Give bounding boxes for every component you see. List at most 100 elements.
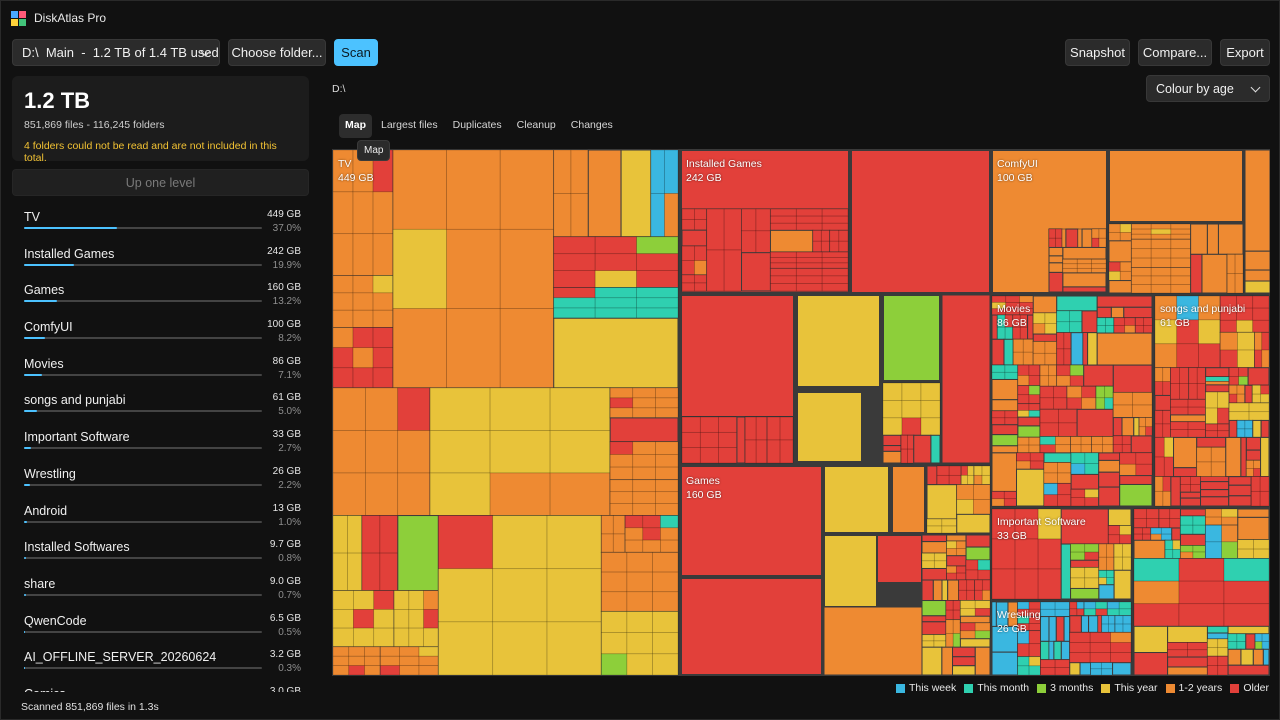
treemap-cell[interactable]: [1133, 518, 1147, 529]
treemap-cell[interactable]: [332, 367, 354, 389]
treemap-cell[interactable]: [1102, 444, 1114, 454]
treemap-cell[interactable]: [1019, 295, 1034, 303]
treemap-cell[interactable]: [1219, 332, 1238, 351]
treemap-cell[interactable]: [723, 249, 742, 292]
treemap-cell[interactable]: [1237, 349, 1255, 369]
treemap-cell[interactable]: [946, 534, 967, 542]
treemap-cell[interactable]: [1179, 508, 1206, 517]
treemap-cell[interactable]: [1219, 319, 1237, 333]
treemap-cell[interactable]: [680, 465, 823, 577]
treemap-cell[interactable]: [438, 621, 494, 676]
treemap-cell[interactable]: [1190, 484, 1201, 493]
treemap-cell[interactable]: [379, 655, 401, 666]
treemap-cell[interactable]: [1130, 435, 1153, 454]
treemap-cell[interactable]: [1167, 642, 1188, 651]
treemap-cell[interactable]: [1119, 483, 1153, 507]
treemap-cell[interactable]: [1206, 632, 1229, 640]
treemap-cell[interactable]: [1167, 656, 1208, 668]
treemap-cell[interactable]: [1058, 422, 1078, 437]
treemap-cell[interactable]: [1104, 385, 1114, 399]
treemap-cell[interactable]: [926, 465, 938, 486]
treemap-cell[interactable]: [1200, 489, 1230, 498]
treemap-cell[interactable]: [1150, 223, 1172, 230]
treemap-cell[interactable]: [946, 565, 957, 574]
treemap-cell[interactable]: [1096, 317, 1106, 326]
treemap-cell[interactable]: [1133, 558, 1180, 582]
treemap-cell[interactable]: [418, 646, 439, 657]
treemap-cell[interactable]: [1107, 508, 1132, 527]
treemap-cell[interactable]: [1095, 385, 1106, 399]
treemap-cell[interactable]: [1106, 577, 1115, 586]
treemap-cell[interactable]: [1098, 577, 1107, 586]
treemap-cell[interactable]: [626, 632, 653, 655]
treemap-cell[interactable]: [352, 309, 374, 328]
treemap-cell[interactable]: [1205, 367, 1230, 378]
treemap-cell[interactable]: [1146, 508, 1160, 519]
treemap-cell[interactable]: [977, 569, 991, 581]
treemap-cell[interactable]: [1108, 223, 1121, 233]
treemap-cell[interactable]: [1110, 632, 1132, 643]
treemap-cell[interactable]: [1017, 665, 1030, 676]
treemap-cell[interactable]: [332, 627, 354, 648]
treemap-cell[interactable]: [632, 479, 656, 493]
treemap-cell[interactable]: [941, 294, 991, 464]
treemap-cell[interactable]: [1084, 488, 1100, 499]
treemap-cell[interactable]: [1004, 410, 1019, 419]
treemap-cell[interactable]: [1207, 638, 1219, 649]
treemap-cell[interactable]: [624, 539, 644, 553]
treemap-cell[interactable]: [332, 191, 354, 235]
treemap-cell[interactable]: [423, 627, 439, 648]
treemap-cell[interactable]: [1084, 452, 1100, 464]
treemap-cell[interactable]: [770, 283, 797, 292]
treemap-cell[interactable]: [770, 251, 797, 258]
treemap-cell[interactable]: [652, 552, 679, 573]
treemap-cell[interactable]: [1017, 630, 1030, 645]
treemap-cell[interactable]: [921, 534, 948, 543]
treemap-cell[interactable]: [372, 275, 394, 294]
treemap-cell[interactable]: [1132, 404, 1153, 418]
treemap-cell[interactable]: [1142, 527, 1152, 535]
treemap-cell[interactable]: [1131, 228, 1152, 235]
treemap-cell[interactable]: [882, 294, 941, 382]
folder-row[interactable]: QwenCode 6.5 GB 0.5%: [12, 610, 309, 647]
treemap-cell[interactable]: [1119, 534, 1132, 545]
treemap-cell[interactable]: [1096, 295, 1153, 308]
treemap-cell[interactable]: [1179, 383, 1190, 400]
treemap-cell[interactable]: [379, 552, 399, 591]
treemap-cell[interactable]: [660, 527, 679, 541]
treemap-cell[interactable]: [1234, 253, 1244, 275]
treemap-cell[interactable]: [681, 274, 695, 284]
treemap-cell[interactable]: [952, 656, 976, 667]
treemap-cell[interactable]: [991, 295, 1007, 303]
treemap-cell[interactable]: [1164, 549, 1174, 559]
treemap-cell[interactable]: [1121, 435, 1132, 445]
treemap-cell[interactable]: [1108, 261, 1121, 272]
treemap-cell[interactable]: [1221, 541, 1239, 559]
treemap-cell[interactable]: [1048, 375, 1058, 387]
treemap-cell[interactable]: [1098, 486, 1121, 507]
treemap-cell[interactable]: [492, 621, 548, 676]
treemap-cell[interactable]: [1081, 310, 1098, 334]
treemap-cell[interactable]: [1206, 223, 1219, 255]
treemap-cell[interactable]: [364, 646, 381, 657]
treemap-cell[interactable]: [974, 600, 991, 609]
treemap-cell[interactable]: [408, 609, 424, 629]
treemap-cell[interactable]: [1158, 518, 1171, 529]
treemap-cell[interactable]: [1048, 364, 1058, 377]
treemap-cell[interactable]: [1039, 444, 1056, 454]
treemap-cell[interactable]: [1154, 295, 1178, 321]
treemap-cell[interactable]: [1029, 460, 1045, 470]
treemap-cell[interactable]: [365, 430, 399, 474]
treemap-cell[interactable]: [1170, 421, 1189, 430]
treemap-cell[interactable]: [418, 655, 439, 666]
treemap-cell[interactable]: [1069, 632, 1091, 643]
treemap-cell[interactable]: [601, 552, 628, 573]
treemap-cell[interactable]: [958, 589, 968, 601]
treemap-cell[interactable]: [1135, 463, 1153, 476]
treemap-cell[interactable]: [907, 434, 915, 450]
treemap-cell[interactable]: [838, 240, 849, 253]
treemap-cell[interactable]: [1252, 319, 1270, 333]
treemap-cell[interactable]: [1228, 376, 1239, 386]
treemap-cell[interactable]: [1108, 240, 1132, 263]
treemap-cell[interactable]: [1028, 630, 1041, 645]
